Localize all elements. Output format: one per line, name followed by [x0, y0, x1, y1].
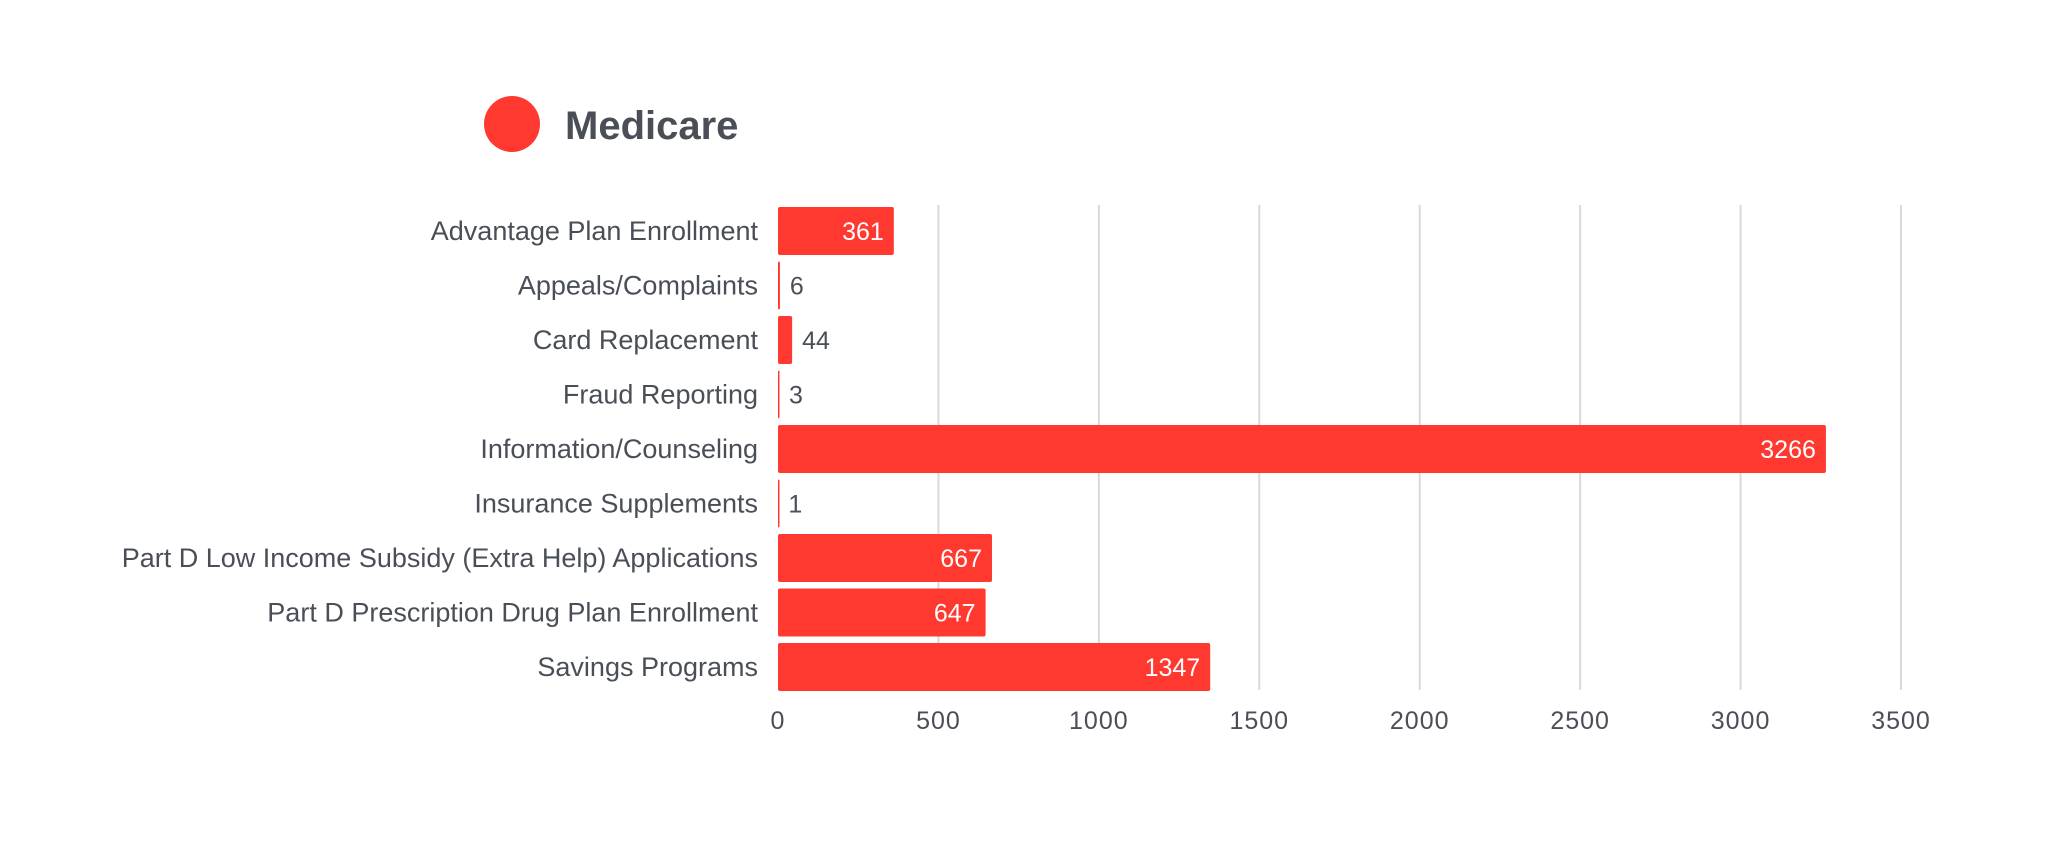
category-label: Part D Prescription Drug Plan Enrollment — [267, 598, 758, 628]
bar[interactable] — [778, 425, 1826, 473]
x-tick-label: 3000 — [1711, 707, 1771, 735]
bars — [778, 207, 1826, 691]
category-label: Fraud Reporting — [563, 380, 758, 410]
category-labels: Advantage Plan Enrollment Appeals/Complai… — [122, 216, 759, 682]
bar[interactable] — [778, 316, 793, 364]
category-label: Savings Programs — [537, 652, 758, 682]
data-label: 3266 — [1760, 436, 1816, 464]
category-label: Insurance Supplements — [474, 489, 758, 519]
bar[interactable] — [778, 207, 894, 255]
legend-label: Medicare — [565, 104, 738, 148]
legend-swatch-icon — [484, 96, 540, 152]
category-label: Card Replacement — [533, 325, 759, 355]
category-label: Part D Low Income Subsidy (Extra Help) A… — [122, 543, 758, 573]
bar[interactable] — [778, 370, 780, 419]
data-label: 1 — [788, 491, 802, 519]
bar[interactable] — [778, 643, 1211, 691]
data-label: 3 — [789, 382, 803, 410]
x-tick-label: 1000 — [1069, 707, 1129, 735]
x-axis: 0 500 1000 1500 2000 2500 3000 3500 — [771, 707, 1931, 735]
x-tick-label: 2500 — [1550, 707, 1610, 735]
bar[interactable] — [778, 588, 986, 637]
bar[interactable] — [778, 534, 993, 582]
data-label: 647 — [934, 600, 976, 628]
bar[interactable] — [778, 479, 780, 528]
category-label: Advantage Plan Enrollment — [431, 216, 759, 246]
x-tick-label: 500 — [916, 707, 961, 735]
value-labels: 361 6 44 3 3266 1 667 647 1347 — [788, 218, 1816, 682]
x-tick-label: 0 — [771, 707, 786, 735]
category-label: Information/Counseling — [480, 434, 758, 464]
x-tick-label: 3500 — [1871, 707, 1931, 735]
data-label: 6 — [790, 273, 804, 301]
data-label: 1347 — [1145, 654, 1201, 682]
data-label: 44 — [802, 327, 830, 355]
category-label: Appeals/Complaints — [518, 271, 758, 301]
legend[interactable]: Medicare — [484, 96, 738, 152]
bar[interactable] — [778, 261, 780, 310]
data-label: 667 — [940, 545, 982, 573]
x-tick-label: 2000 — [1390, 707, 1450, 735]
data-label: 361 — [842, 218, 884, 246]
x-tick-label: 1500 — [1229, 707, 1289, 735]
